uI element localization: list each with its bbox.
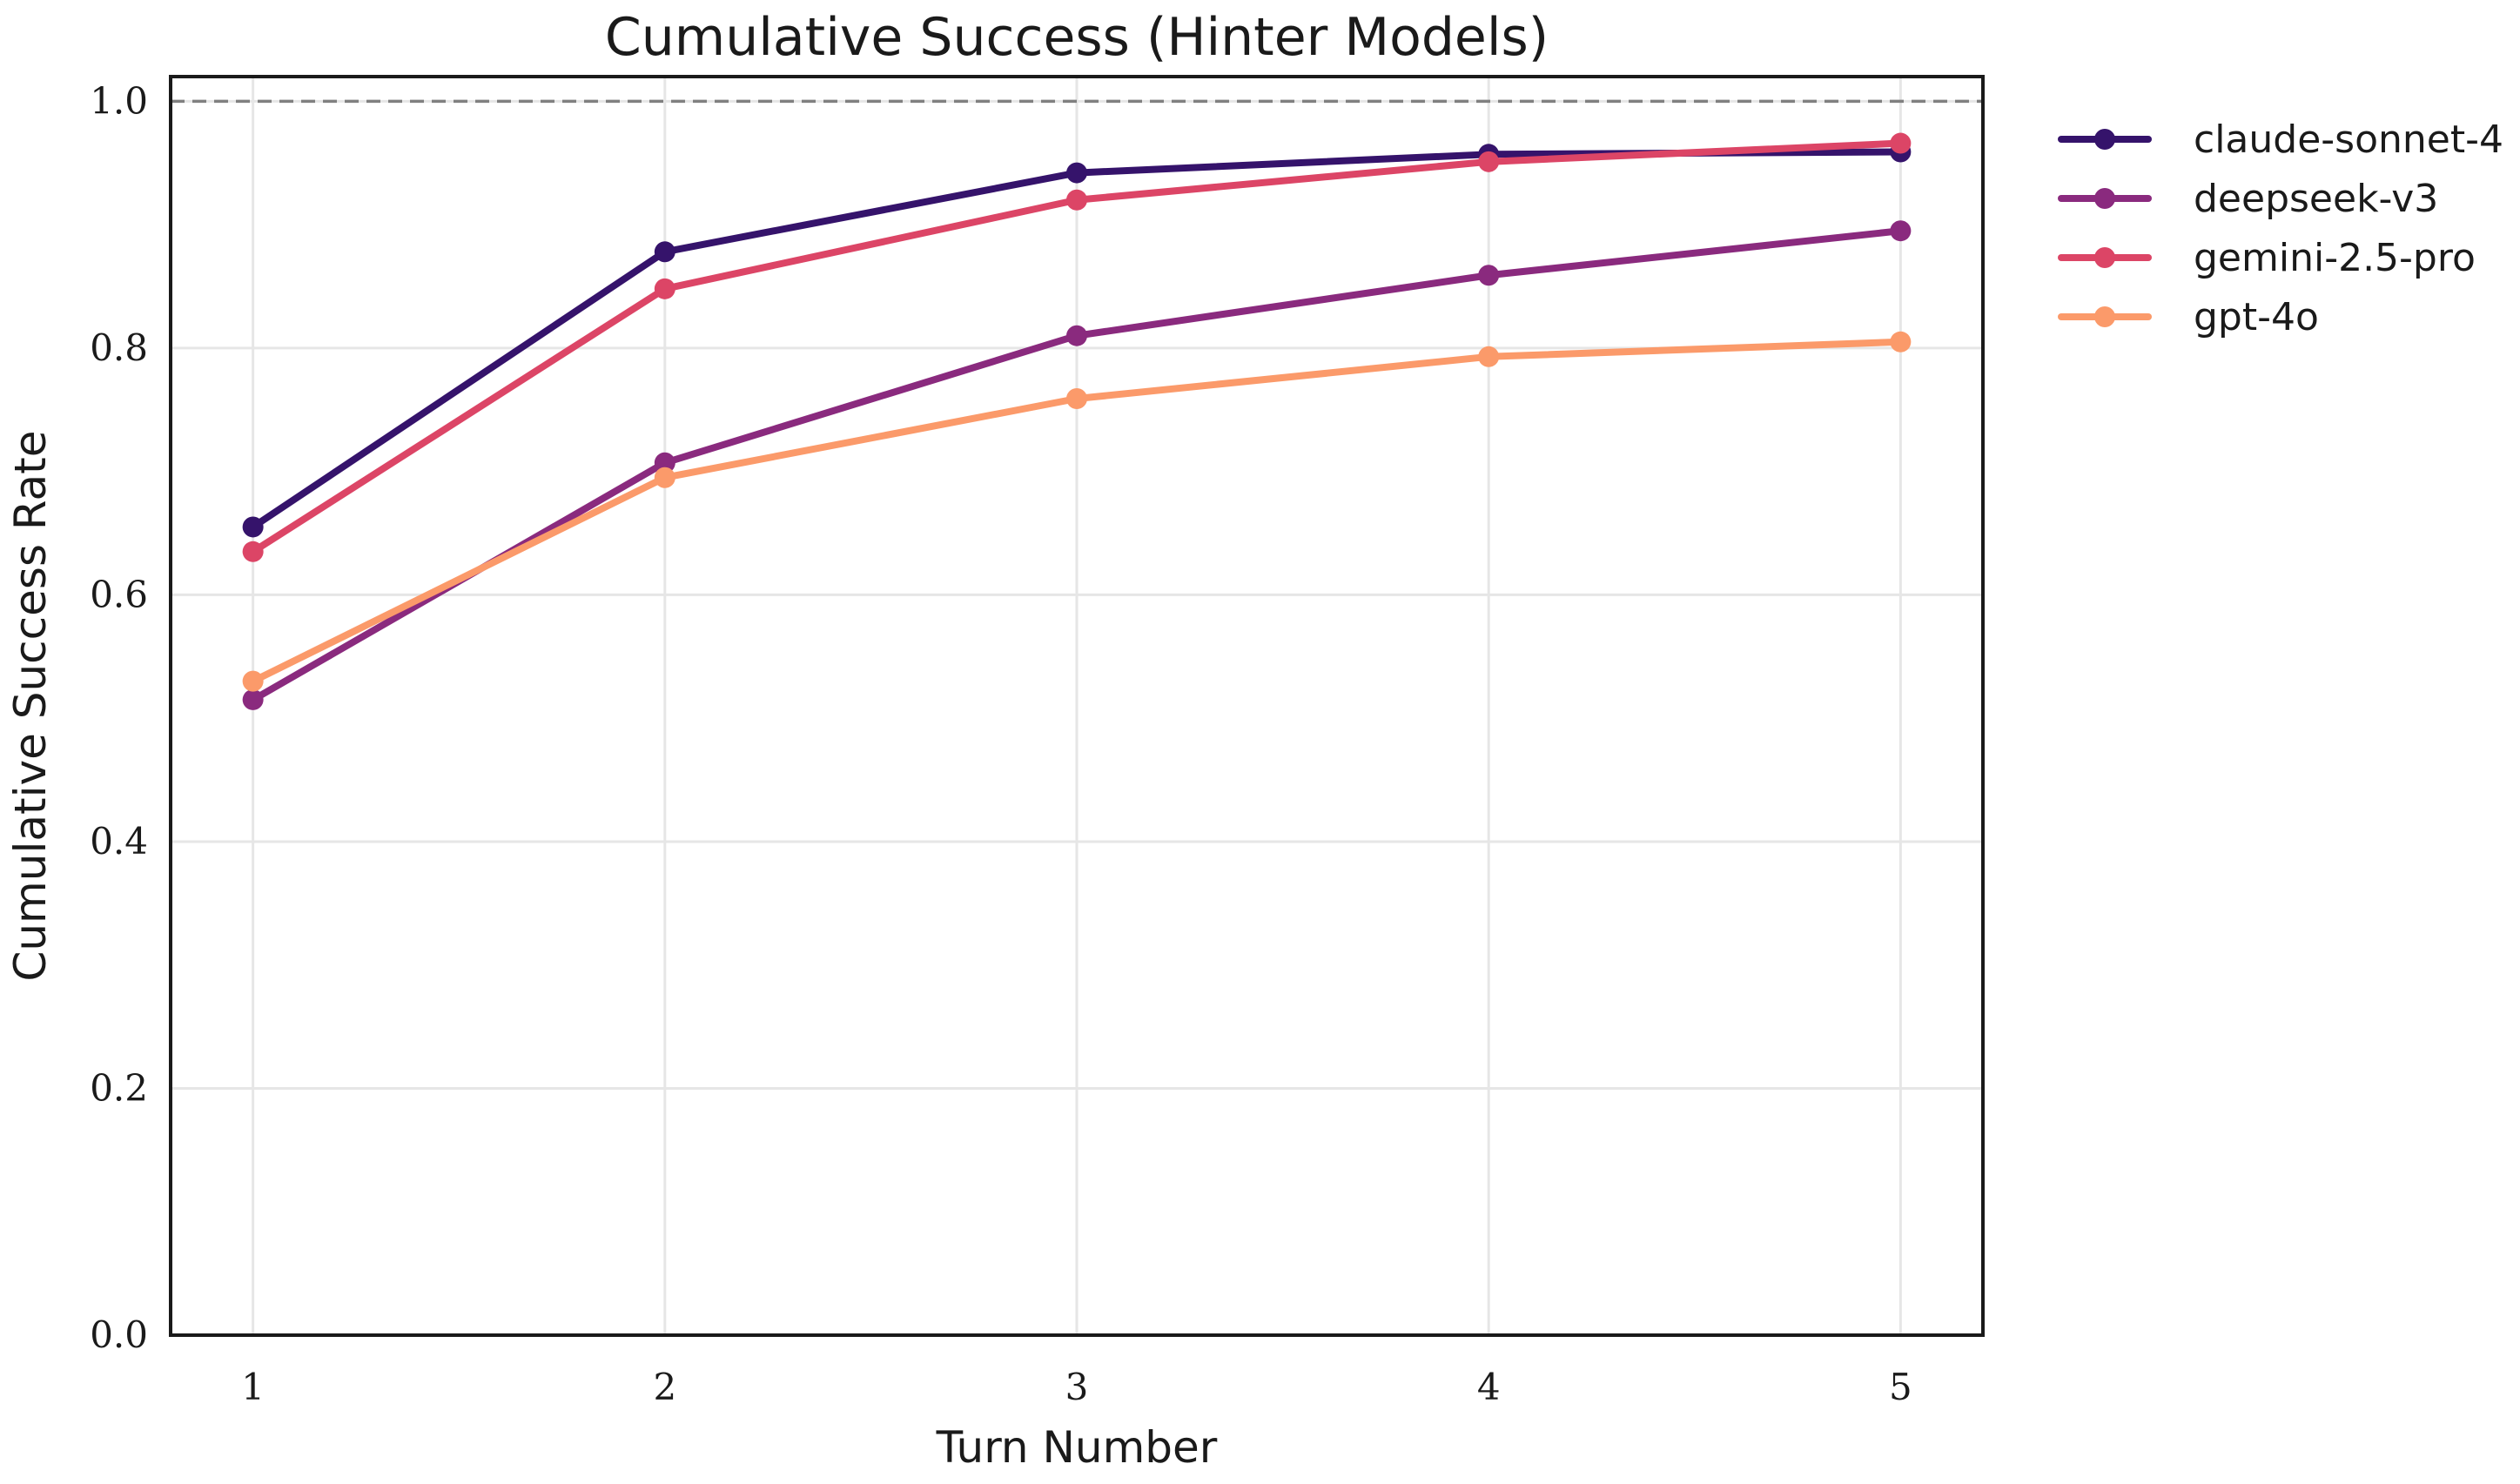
data-point [242, 516, 264, 538]
legend-item: claude-sonnet-4 [2058, 118, 2503, 162]
legend-item: deepseek-v3 [2058, 177, 2438, 221]
data-point [1066, 162, 1087, 184]
data-point [242, 541, 264, 562]
legend-label: claude-sonnet-4 [2194, 118, 2503, 162]
plot-frame [169, 75, 1985, 1337]
legend-item: gemini-2.5-pro [2058, 236, 2476, 280]
x-tick-label: 4 [1477, 1366, 1501, 1408]
data-point [242, 670, 264, 692]
x-tick-label: 2 [653, 1366, 676, 1408]
legend-label: gpt-4o [2194, 295, 2319, 339]
data-point [1478, 151, 1500, 172]
legend-label: deepseek-v3 [2194, 177, 2438, 221]
y-tick-label: 1.0 [90, 79, 148, 122]
legend-swatch-marker [2094, 247, 2115, 268]
data-point [1478, 346, 1500, 367]
legend-label: gemini-2.5-pro [2194, 236, 2476, 280]
data-point [1478, 265, 1500, 286]
data-point [242, 688, 264, 710]
x-axis-ticks: 1 2 3 4 5 [241, 1366, 1912, 1408]
data-point [1066, 325, 1087, 346]
series-gpt-4o [242, 331, 1912, 692]
data-point [654, 467, 675, 488]
y-tick-label: 0.4 [90, 820, 148, 863]
series-gemini-2.5-pro [242, 132, 1912, 562]
y-tick-label: 0.0 [90, 1313, 148, 1356]
data-point [654, 241, 675, 263]
legend-item: gpt-4o [2058, 295, 2319, 339]
data-point [1066, 189, 1087, 211]
data-point [1890, 220, 1912, 242]
y-axis-ticks: 0.0 0.2 0.4 0.6 0.8 1.0 [90, 79, 148, 1356]
data-point [1890, 132, 1912, 154]
data-point [654, 452, 675, 473]
series-layer [242, 132, 1912, 710]
legend-swatch-marker [2094, 188, 2115, 209]
chart-title: Cumulative Success (Hinter Models) [605, 7, 1549, 68]
y-tick-label: 0.2 [90, 1066, 148, 1109]
legend-swatch-marker [2094, 129, 2115, 150]
legend-swatch-marker [2094, 306, 2115, 327]
x-axis-label: Turn Number [936, 1422, 1218, 1473]
x-tick-label: 3 [1065, 1366, 1089, 1408]
legend: claude-sonnet-4 deepseek-v3 gemini-2.5-pro… [2058, 118, 2503, 339]
y-axis-label: Cumulative Success Rate [5, 430, 56, 981]
y-tick-label: 0.6 [90, 573, 148, 615]
data-point [654, 278, 675, 299]
x-tick-label: 5 [1889, 1366, 1912, 1408]
y-tick-label: 0.8 [90, 326, 148, 369]
data-point [1066, 388, 1087, 410]
x-tick-label: 1 [241, 1366, 265, 1408]
data-point [1890, 331, 1912, 353]
